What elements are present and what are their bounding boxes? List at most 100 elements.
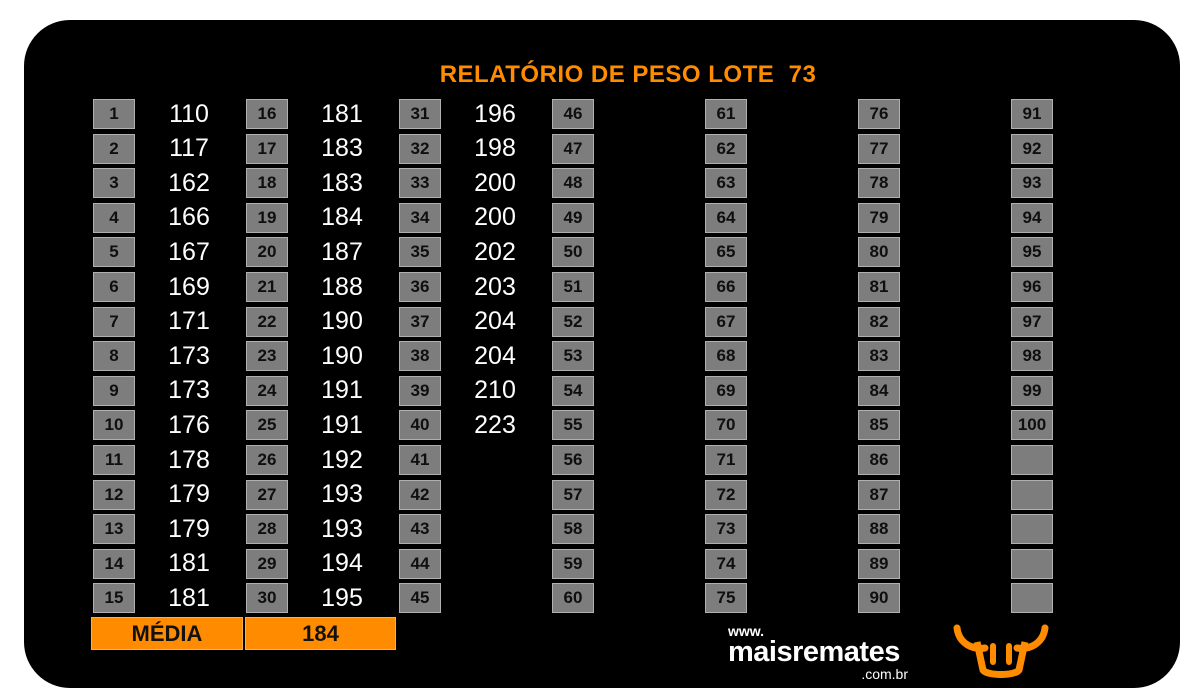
lot-number-box: 16 bbox=[246, 99, 288, 129]
lot-number-box: 44 bbox=[399, 548, 441, 579]
lot-number-box: 2 bbox=[93, 133, 135, 164]
lot-number-box: 43 bbox=[399, 514, 441, 545]
lot-number-box: 6 bbox=[93, 272, 135, 302]
lot-number-box: 76 bbox=[858, 99, 900, 129]
weight-value: 184 bbox=[321, 203, 363, 232]
empty-lot-box bbox=[1011, 514, 1053, 545]
lot-number-box: 84 bbox=[858, 375, 900, 406]
lot-number-box: 5 bbox=[93, 237, 135, 268]
lot-number-box: 40 bbox=[399, 410, 441, 441]
report-card bbox=[24, 20, 1180, 688]
lot-number-box: 45 bbox=[399, 583, 441, 614]
lot-number-box: 48 bbox=[552, 168, 594, 199]
brand-text: www. maisremates .com.br bbox=[728, 624, 908, 682]
weight-value: 183 bbox=[321, 134, 363, 163]
lot-number-box: 78 bbox=[858, 168, 900, 199]
lot-number-box: 14 bbox=[93, 548, 135, 579]
lot-number-box: 41 bbox=[399, 445, 441, 475]
lot-number-box: 64 bbox=[705, 202, 747, 233]
lot-number-box: 81 bbox=[858, 272, 900, 302]
lot-number-box: 18 bbox=[246, 168, 288, 199]
lot-number-box: 75 bbox=[705, 583, 747, 614]
media-label: MÉDIA bbox=[91, 617, 243, 650]
lot-number-box: 89 bbox=[858, 548, 900, 579]
lot-number-box: 92 bbox=[1011, 133, 1053, 164]
lot-number-box: 25 bbox=[246, 410, 288, 441]
lot-number-box: 30 bbox=[246, 583, 288, 614]
lot-number-box: 98 bbox=[1011, 341, 1053, 372]
weight-value: 169 bbox=[168, 272, 210, 301]
weight-value: 192 bbox=[321, 445, 363, 474]
lot-number-box: 79 bbox=[858, 202, 900, 233]
lot-number-box: 47 bbox=[552, 133, 594, 164]
lot-number-box: 13 bbox=[93, 514, 135, 545]
weight-value: 181 bbox=[321, 99, 363, 128]
lot-number-box: 59 bbox=[552, 548, 594, 579]
lot-number-box: 80 bbox=[858, 237, 900, 268]
weight-value: 203 bbox=[474, 272, 516, 301]
lot-number-box: 19 bbox=[246, 202, 288, 233]
lot-number-box: 50 bbox=[552, 237, 594, 268]
empty-lot-box bbox=[1011, 548, 1053, 579]
lot-number-box: 85 bbox=[858, 410, 900, 441]
weight-value: 162 bbox=[168, 168, 210, 197]
weight-value: 210 bbox=[474, 376, 516, 405]
weight-value: 190 bbox=[321, 341, 363, 370]
weight-value: 188 bbox=[321, 272, 363, 301]
weight-value: 194 bbox=[321, 549, 363, 578]
lot-number-box: 95 bbox=[1011, 237, 1053, 268]
weight-value: 181 bbox=[168, 583, 210, 612]
lot-number-box: 32 bbox=[399, 133, 441, 164]
weight-value: 193 bbox=[321, 514, 363, 543]
lot-number-box: 93 bbox=[1011, 168, 1053, 199]
lot-number-box: 87 bbox=[858, 479, 900, 510]
weight-value: 117 bbox=[169, 134, 209, 163]
lot-number-box: 15 bbox=[93, 583, 135, 614]
lot-number-box: 27 bbox=[246, 479, 288, 510]
lot-number-box: 37 bbox=[399, 306, 441, 337]
lot-number-box: 17 bbox=[246, 133, 288, 164]
brand-domain: .com.br bbox=[861, 666, 908, 682]
bull-head-icon bbox=[953, 624, 1049, 678]
lot-number-box: 57 bbox=[552, 479, 594, 510]
lot-number-box: 28 bbox=[246, 514, 288, 545]
lot-number-box: 34 bbox=[399, 202, 441, 233]
lot-number-box: 72 bbox=[705, 479, 747, 510]
empty-lot-box bbox=[1011, 583, 1053, 614]
lot-number-box: 39 bbox=[399, 375, 441, 406]
lot-number-box: 38 bbox=[399, 341, 441, 372]
lot-number-box: 61 bbox=[705, 99, 747, 129]
weight-value: 196 bbox=[474, 99, 516, 128]
lot-number-box: 53 bbox=[552, 341, 594, 372]
lot-number-box: 23 bbox=[246, 341, 288, 372]
lot-number-box: 26 bbox=[246, 445, 288, 475]
weight-value: 178 bbox=[168, 445, 210, 474]
lot-number-box: 73 bbox=[705, 514, 747, 545]
lot-number-box: 22 bbox=[246, 306, 288, 337]
lot-number-box: 91 bbox=[1011, 99, 1053, 129]
lot-number-box: 1 bbox=[93, 99, 135, 129]
lot-number-box: 11 bbox=[93, 445, 135, 475]
lot-number-box: 8 bbox=[93, 341, 135, 372]
lot-number-box: 3 bbox=[93, 168, 135, 199]
weight-value: 166 bbox=[168, 203, 210, 232]
lot-number-box: 21 bbox=[246, 272, 288, 302]
lot-number-box: 55 bbox=[552, 410, 594, 441]
lot-number-box: 54 bbox=[552, 375, 594, 406]
lot-number-box: 70 bbox=[705, 410, 747, 441]
lot-number-box: 74 bbox=[705, 548, 747, 579]
lot-number-box: 42 bbox=[399, 479, 441, 510]
weight-value: 171 bbox=[168, 307, 210, 336]
weight-value: 202 bbox=[474, 237, 516, 266]
lot-number-box: 31 bbox=[399, 99, 441, 129]
lot-number-box: 49 bbox=[552, 202, 594, 233]
weight-value: 187 bbox=[321, 237, 363, 266]
lot-number-box: 82 bbox=[858, 306, 900, 337]
weight-value: 204 bbox=[474, 307, 516, 336]
weight-value: 200 bbox=[474, 203, 516, 232]
lot-number-box: 51 bbox=[552, 272, 594, 302]
weight-value: 191 bbox=[321, 376, 363, 405]
lot-number-box: 24 bbox=[246, 375, 288, 406]
weight-value: 183 bbox=[321, 168, 363, 197]
weight-value: 110 bbox=[169, 99, 209, 128]
